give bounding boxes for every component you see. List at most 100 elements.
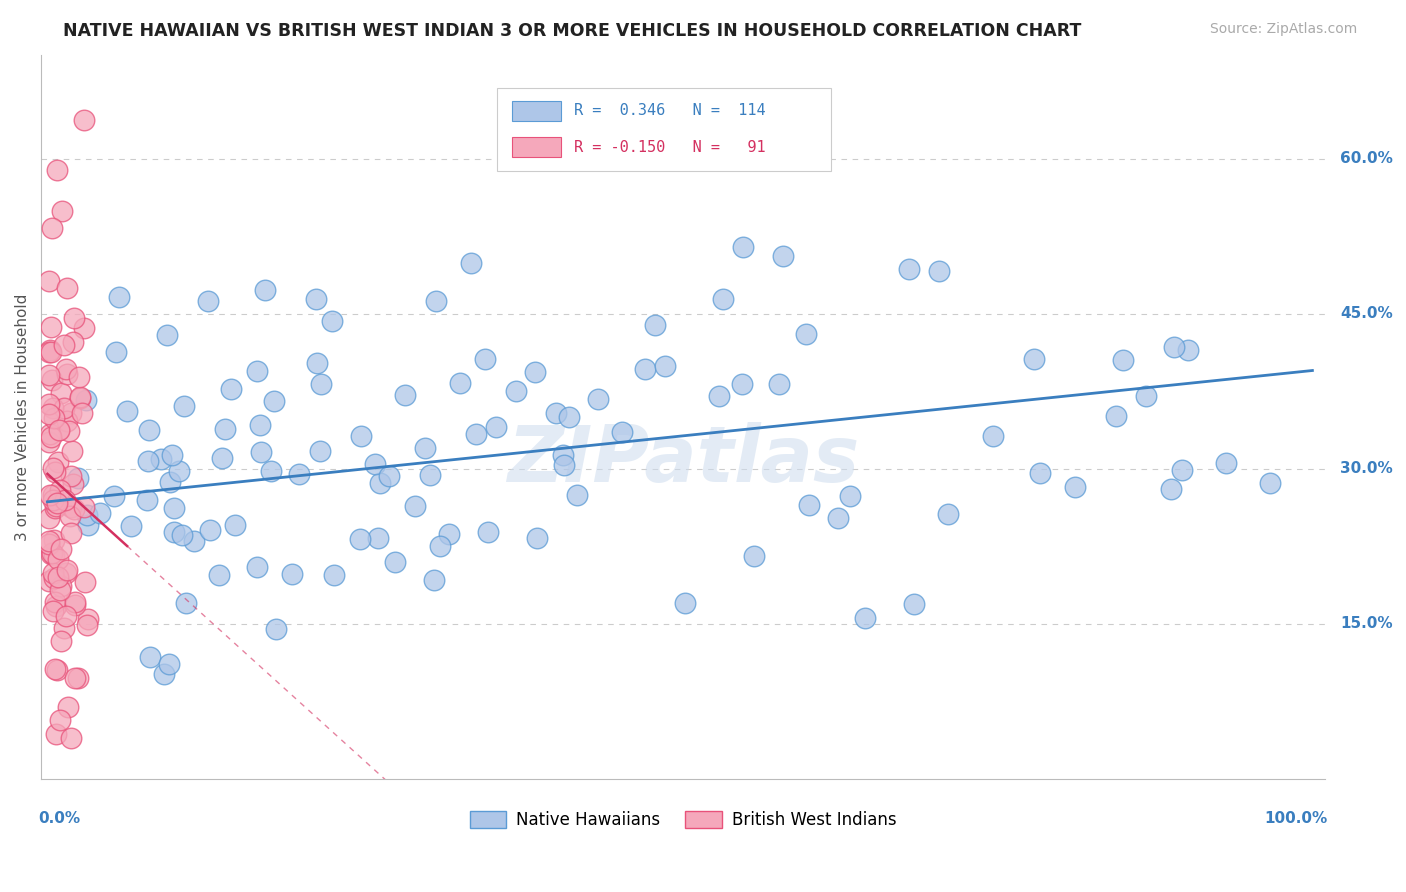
Point <box>673 596 696 610</box>
Point <box>610 425 633 440</box>
Point <box>208 567 231 582</box>
Point <box>59 469 82 483</box>
Point <box>66 671 89 685</box>
Point <box>45 499 67 513</box>
Point <box>38 397 60 411</box>
Point <box>742 549 765 563</box>
Point <box>1064 480 1087 494</box>
Text: Source: ZipAtlas.com: Source: ZipAtlas.com <box>1209 22 1357 37</box>
Point <box>214 422 236 436</box>
Point <box>505 384 527 398</box>
Point <box>308 443 330 458</box>
Point <box>38 537 60 551</box>
Point <box>413 442 436 456</box>
Text: ZIPatlas: ZIPatlas <box>508 423 859 499</box>
Point <box>49 385 72 400</box>
Point <box>48 423 70 437</box>
Point <box>1112 352 1135 367</box>
Point <box>711 292 734 306</box>
Point <box>51 634 73 648</box>
Point <box>551 449 574 463</box>
Point <box>983 429 1005 443</box>
Point <box>75 392 97 407</box>
Point <box>53 492 76 507</box>
Point <box>838 489 860 503</box>
Point <box>159 475 181 490</box>
Point <box>263 394 285 409</box>
Point <box>377 468 399 483</box>
Point <box>384 555 406 569</box>
Point <box>51 203 73 218</box>
Point <box>1028 466 1050 480</box>
Point <box>1160 482 1182 496</box>
Point <box>287 467 309 482</box>
Point <box>565 488 588 502</box>
Point <box>553 458 575 473</box>
Point <box>246 560 269 574</box>
Point <box>76 612 98 626</box>
Point <box>45 727 67 741</box>
Point <box>419 468 441 483</box>
Point <box>260 465 283 479</box>
Point <box>44 501 66 516</box>
Point <box>49 579 72 593</box>
Point <box>41 430 63 444</box>
Point <box>465 427 488 442</box>
Point <box>827 511 849 525</box>
Point <box>1215 456 1237 470</box>
Y-axis label: 3 or more Vehicles in Household: 3 or more Vehicles in Household <box>15 293 30 541</box>
Point <box>63 598 86 612</box>
Point <box>768 376 790 391</box>
Point <box>62 477 84 491</box>
Point <box>42 548 65 562</box>
Point <box>45 599 67 613</box>
Point <box>460 255 482 269</box>
Point <box>62 335 84 350</box>
Point <box>63 595 86 609</box>
Text: 30.0%: 30.0% <box>1340 461 1393 476</box>
Point <box>163 500 186 515</box>
Point <box>42 571 65 585</box>
Text: 100.0%: 100.0% <box>1264 812 1327 827</box>
Point <box>42 603 65 617</box>
Point <box>52 401 75 415</box>
Point <box>38 534 60 549</box>
Point <box>38 344 60 359</box>
Point <box>404 499 426 513</box>
Point <box>73 112 96 127</box>
Point <box>76 508 98 522</box>
Point <box>55 362 77 376</box>
Point <box>46 552 69 566</box>
Point <box>173 399 195 413</box>
Point <box>58 425 80 439</box>
Point <box>38 407 60 421</box>
Point <box>1105 409 1128 424</box>
Point <box>65 671 87 685</box>
Point <box>364 457 387 471</box>
Point <box>42 492 65 507</box>
Point <box>153 666 176 681</box>
Point <box>163 524 186 539</box>
Point <box>38 511 60 525</box>
Point <box>56 367 79 381</box>
Point <box>350 429 373 443</box>
Point <box>1163 340 1185 354</box>
Point <box>634 361 657 376</box>
Point <box>156 328 179 343</box>
Point <box>59 406 82 420</box>
Point <box>425 293 447 308</box>
Point <box>654 359 676 373</box>
Point <box>89 506 111 520</box>
Point <box>246 364 269 378</box>
Point <box>903 597 925 611</box>
Point <box>115 403 138 417</box>
Point <box>56 563 79 577</box>
Point <box>200 524 222 538</box>
Point <box>73 500 96 514</box>
Point <box>437 527 460 541</box>
Point <box>1171 463 1194 477</box>
Point <box>370 476 392 491</box>
Point <box>477 525 499 540</box>
Text: 60.0%: 60.0% <box>1340 151 1393 166</box>
Point <box>936 507 959 521</box>
